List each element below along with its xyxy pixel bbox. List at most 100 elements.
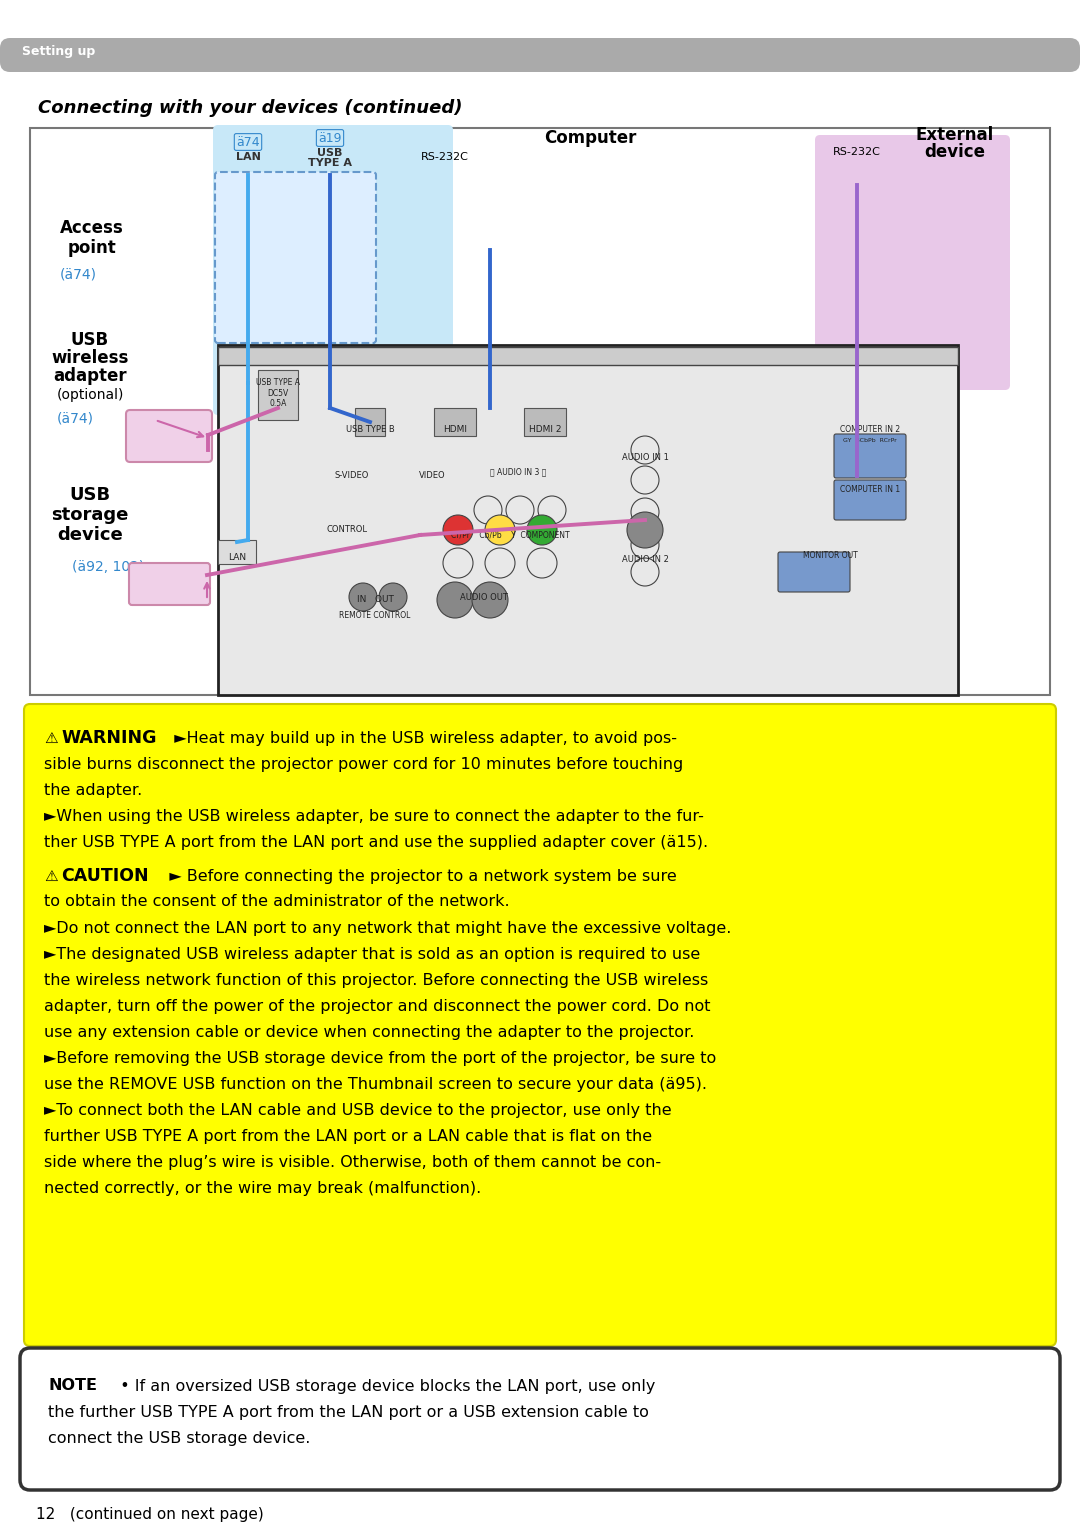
- Text: use any extension cable or device when connecting the adapter to the projector.: use any extension cable or device when c…: [44, 1025, 694, 1040]
- Text: COMPUTER IN 2: COMPUTER IN 2: [840, 426, 900, 435]
- Bar: [218, 539, 256, 564]
- Circle shape: [474, 496, 502, 524]
- Text: nected correctly, or the wire may break (malfunction).: nected correctly, or the wire may break …: [44, 1181, 482, 1195]
- Circle shape: [527, 515, 557, 545]
- Text: USB: USB: [71, 331, 109, 349]
- Text: LAN: LAN: [235, 152, 260, 162]
- Text: ►Before removing the USB storage device from the port of the projector, be sure : ►Before removing the USB storage device …: [44, 1051, 716, 1065]
- Circle shape: [443, 548, 473, 578]
- FancyBboxPatch shape: [0, 38, 1080, 72]
- Text: COMPUTER IN 1: COMPUTER IN 1: [840, 486, 900, 495]
- Circle shape: [485, 548, 515, 578]
- Text: (ä74): (ä74): [56, 411, 94, 424]
- Circle shape: [379, 584, 407, 611]
- Text: ► Before connecting the projector to a network system be sure: ► Before connecting the projector to a n…: [154, 869, 677, 884]
- Circle shape: [631, 498, 659, 525]
- Text: use the REMOVE USB function on the Thumbnail screen to secure your data (ä95).: use the REMOVE USB function on the Thumb…: [44, 1077, 707, 1091]
- Text: ther USB TYPE A port from the LAN port and use the supplied adapter cover (ä15).: ther USB TYPE A port from the LAN port a…: [44, 835, 708, 850]
- Text: Connecting with your devices (continued): Connecting with your devices (continued): [38, 100, 462, 116]
- Circle shape: [437, 582, 473, 617]
- Text: storage: storage: [52, 506, 129, 524]
- Text: LAN: LAN: [228, 553, 246, 562]
- FancyBboxPatch shape: [21, 1348, 1059, 1491]
- Text: GY  BCbPb  RCrPr: GY BCbPb RCrPr: [843, 438, 896, 443]
- FancyBboxPatch shape: [215, 172, 376, 343]
- Text: WARNING: WARNING: [60, 729, 157, 748]
- Text: CAUTION: CAUTION: [60, 867, 149, 885]
- Bar: [30, 129, 1050, 696]
- Bar: [218, 348, 958, 365]
- FancyBboxPatch shape: [778, 552, 850, 591]
- FancyBboxPatch shape: [834, 480, 906, 519]
- Bar: [524, 408, 566, 437]
- Text: sible burns disconnect the projector power cord for 10 minutes before touching: sible burns disconnect the projector pow…: [44, 757, 684, 772]
- Text: further USB TYPE A port from the LAN port or a LAN cable that is flat on the: further USB TYPE A port from the LAN por…: [44, 1129, 652, 1143]
- Text: AUDIO OUT: AUDIO OUT: [460, 593, 508, 602]
- Bar: [355, 408, 384, 437]
- Text: ►When using the USB wireless adapter, be sure to connect the adapter to the fur-: ►When using the USB wireless adapter, be…: [44, 809, 704, 824]
- Circle shape: [485, 515, 515, 545]
- Text: VIDEO: VIDEO: [419, 472, 445, 481]
- Text: the adapter.: the adapter.: [44, 783, 143, 798]
- FancyBboxPatch shape: [129, 562, 210, 605]
- Text: • If an oversized USB storage device blocks the LAN port, use only: • If an oversized USB storage device blo…: [110, 1379, 656, 1394]
- Text: REMOTE CONTROL: REMOTE CONTROL: [339, 610, 410, 619]
- Text: device: device: [924, 142, 986, 161]
- Text: point: point: [68, 239, 117, 257]
- Circle shape: [472, 582, 508, 617]
- Circle shape: [443, 515, 473, 545]
- Text: Computer: Computer: [544, 129, 636, 147]
- FancyBboxPatch shape: [126, 411, 212, 463]
- Text: Cr/Pr    Cb/Pb    Y  COMPONENT: Cr/Pr Cb/Pb Y COMPONENT: [450, 530, 569, 539]
- Text: ►To connect both the LAN cable and USB device to the projector, use only the: ►To connect both the LAN cable and USB d…: [44, 1103, 672, 1117]
- Text: ä74: ä74: [237, 135, 260, 149]
- Text: NOTE: NOTE: [48, 1379, 97, 1394]
- Text: connect the USB storage device.: connect the USB storage device.: [48, 1431, 310, 1446]
- Text: side where the plug’s wire is visible. Otherwise, both of them cannot be con-: side where the plug’s wire is visible. O…: [44, 1155, 661, 1169]
- Text: wireless: wireless: [52, 349, 129, 368]
- Circle shape: [349, 584, 377, 611]
- FancyBboxPatch shape: [815, 135, 1010, 391]
- Text: Setting up: Setting up: [22, 46, 95, 58]
- Text: AUDIO IN 1: AUDIO IN 1: [622, 453, 669, 463]
- Text: ⚠: ⚠: [44, 869, 57, 884]
- Text: the wireless network function of this projector. Before connecting the USB wirel: the wireless network function of this pr…: [44, 973, 708, 988]
- Text: HDMI: HDMI: [443, 426, 467, 435]
- Text: S-VIDEO: S-VIDEO: [335, 472, 369, 481]
- Circle shape: [527, 548, 557, 578]
- Text: ►Do not connect the LAN port to any network that might have the excessive voltag: ►Do not connect the LAN port to any netw…: [44, 921, 731, 936]
- Circle shape: [631, 532, 659, 559]
- Text: adapter: adapter: [53, 368, 126, 385]
- Text: USB: USB: [318, 149, 342, 158]
- FancyBboxPatch shape: [24, 705, 1056, 1347]
- Text: HDMI 2: HDMI 2: [529, 426, 562, 435]
- Text: RS-232C: RS-232C: [833, 147, 881, 156]
- Bar: [258, 371, 298, 420]
- Text: Access: Access: [60, 219, 124, 237]
- Text: (ä92, 102): (ä92, 102): [72, 561, 145, 574]
- Text: External: External: [916, 126, 994, 144]
- Text: USB TYPE A
DC5V
0.5A: USB TYPE A DC5V 0.5A: [256, 378, 300, 408]
- Text: (optional): (optional): [56, 388, 124, 401]
- Text: USB TYPE B: USB TYPE B: [346, 426, 394, 435]
- Circle shape: [538, 496, 566, 524]
- FancyBboxPatch shape: [834, 434, 906, 478]
- Text: the further USB TYPE A port from the LAN port or a USB extension cable to: the further USB TYPE A port from the LAN…: [48, 1405, 649, 1420]
- Text: ►Heat may build up in the USB wireless adapter, to avoid pos-: ►Heat may build up in the USB wireless a…: [164, 731, 677, 746]
- Text: TYPE A: TYPE A: [308, 158, 352, 169]
- Text: adapter, turn off the power of the projector and disconnect the power cord. Do n: adapter, turn off the power of the proje…: [44, 999, 711, 1014]
- Text: IN   OUT: IN OUT: [356, 596, 393, 605]
- Text: device: device: [57, 525, 123, 544]
- Circle shape: [631, 437, 659, 464]
- Text: (ä74): (ä74): [59, 268, 96, 282]
- Circle shape: [631, 558, 659, 587]
- Text: ►The designated USB wireless adapter that is sold as an option is required to us: ►The designated USB wireless adapter tha…: [44, 947, 700, 962]
- Circle shape: [627, 512, 663, 548]
- Text: USB: USB: [69, 486, 110, 504]
- Bar: [218, 345, 958, 696]
- Text: RS-232C: RS-232C: [421, 152, 469, 162]
- FancyBboxPatch shape: [213, 126, 453, 415]
- Text: 12   (continued on next page): 12 (continued on next page): [36, 1507, 264, 1523]
- Text: MONITOR OUT: MONITOR OUT: [802, 550, 858, 559]
- Text: ä19: ä19: [319, 132, 341, 144]
